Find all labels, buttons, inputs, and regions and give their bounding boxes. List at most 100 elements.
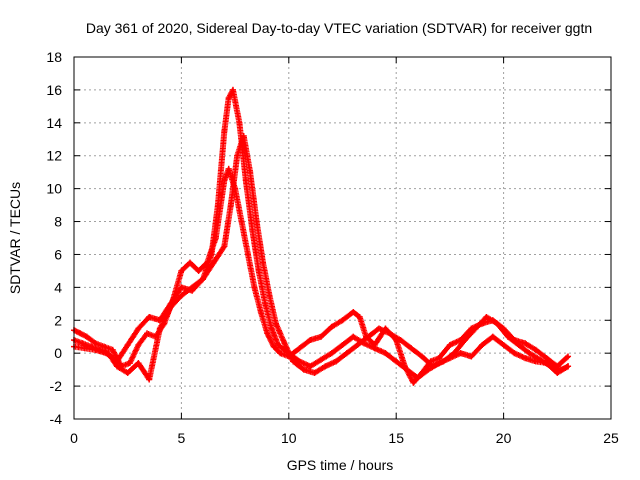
data-point [253, 218, 260, 225]
data-point [260, 259, 267, 266]
data-point [251, 284, 258, 291]
data-point [322, 363, 329, 370]
plot-frame [73, 56, 612, 420]
data-point [328, 323, 335, 330]
data-point [537, 356, 544, 363]
data-point [457, 350, 464, 357]
data-point [124, 369, 131, 376]
data-point [247, 169, 254, 176]
data-point [268, 325, 275, 332]
data-point [461, 337, 468, 344]
data-point [281, 340, 288, 347]
data-point [328, 350, 335, 357]
y-tick-label: 2 [54, 312, 62, 328]
data-point [371, 345, 378, 352]
y-tick-label: 18 [46, 49, 62, 65]
data-point [532, 346, 539, 353]
data-point [318, 333, 325, 340]
data-point [483, 313, 490, 320]
data-point [266, 292, 273, 299]
data-point [135, 360, 142, 367]
data-point [208, 251, 215, 258]
y-tick-label: -2 [50, 378, 63, 394]
x-tick-label: 25 [603, 430, 619, 446]
data-point [403, 366, 410, 373]
data-point [515, 341, 522, 348]
y-tick-label: 6 [54, 246, 62, 262]
data-point [386, 330, 393, 337]
data-point [446, 341, 453, 348]
data-point [227, 202, 234, 209]
data-point [479, 341, 486, 348]
data-point [408, 345, 415, 352]
data-point [339, 341, 346, 348]
y-tick-label: -4 [50, 411, 63, 427]
data-point [272, 320, 279, 327]
data-point [225, 165, 232, 172]
data-point [397, 337, 404, 344]
data-point [418, 353, 425, 360]
data-point [126, 360, 133, 367]
data-point [199, 276, 206, 283]
data-point [339, 317, 346, 324]
data-point [472, 325, 479, 332]
data-point [109, 346, 116, 353]
data-point [225, 95, 232, 102]
data-point [257, 309, 264, 316]
data-point [146, 313, 153, 320]
data-point [236, 119, 243, 126]
data-point [92, 346, 99, 353]
data-point [290, 358, 297, 365]
x-tick-label: 10 [281, 430, 297, 446]
data-point [167, 300, 174, 307]
data-point [240, 132, 247, 139]
data-point [376, 325, 383, 332]
y-tick-label: 0 [54, 345, 62, 361]
data-point [307, 337, 314, 344]
data-point [343, 350, 350, 357]
data-point [522, 355, 529, 362]
data-point [350, 333, 357, 340]
x-tick-labels: 0 5 10 15 20 25 [70, 430, 619, 446]
data-point [83, 333, 90, 340]
y-tick-labels: -4 -2 0 2 4 6 8 10 12 14 16 18 [46, 49, 62, 427]
data-point [429, 363, 436, 370]
data-point [244, 251, 251, 258]
data-point [494, 320, 501, 327]
data-point [565, 363, 572, 370]
data-point [489, 333, 496, 340]
data-point [547, 363, 554, 370]
data-point [113, 358, 120, 365]
data-point [393, 358, 400, 365]
data-point [81, 345, 88, 352]
data-point [410, 379, 417, 386]
y-tick-label: 12 [46, 148, 62, 164]
y-tick-label: 14 [46, 115, 62, 131]
x-tick-label: 15 [388, 430, 404, 446]
data-point [451, 350, 458, 357]
data-point [135, 341, 142, 348]
chart-title: Day 361 of 2020, Sidereal Day-to-day VTE… [86, 20, 592, 36]
data-point [365, 333, 372, 340]
data-point [221, 128, 228, 135]
data-point [275, 341, 282, 348]
data-point [333, 358, 340, 365]
data-point [221, 243, 228, 250]
data-point [255, 267, 262, 274]
y-tick-label: 16 [46, 82, 62, 98]
data-point [526, 350, 533, 357]
data-point [382, 350, 389, 357]
data-point [318, 356, 325, 363]
data-point [264, 330, 271, 337]
data-point [277, 350, 284, 357]
x-tick-label: 20 [496, 430, 512, 446]
data-point [214, 202, 221, 209]
data-point [354, 341, 361, 348]
data-point [135, 325, 142, 332]
data-point [156, 317, 163, 324]
data-point [249, 226, 256, 233]
data-point [234, 152, 241, 159]
data-point [440, 358, 447, 365]
data-point [565, 353, 572, 360]
